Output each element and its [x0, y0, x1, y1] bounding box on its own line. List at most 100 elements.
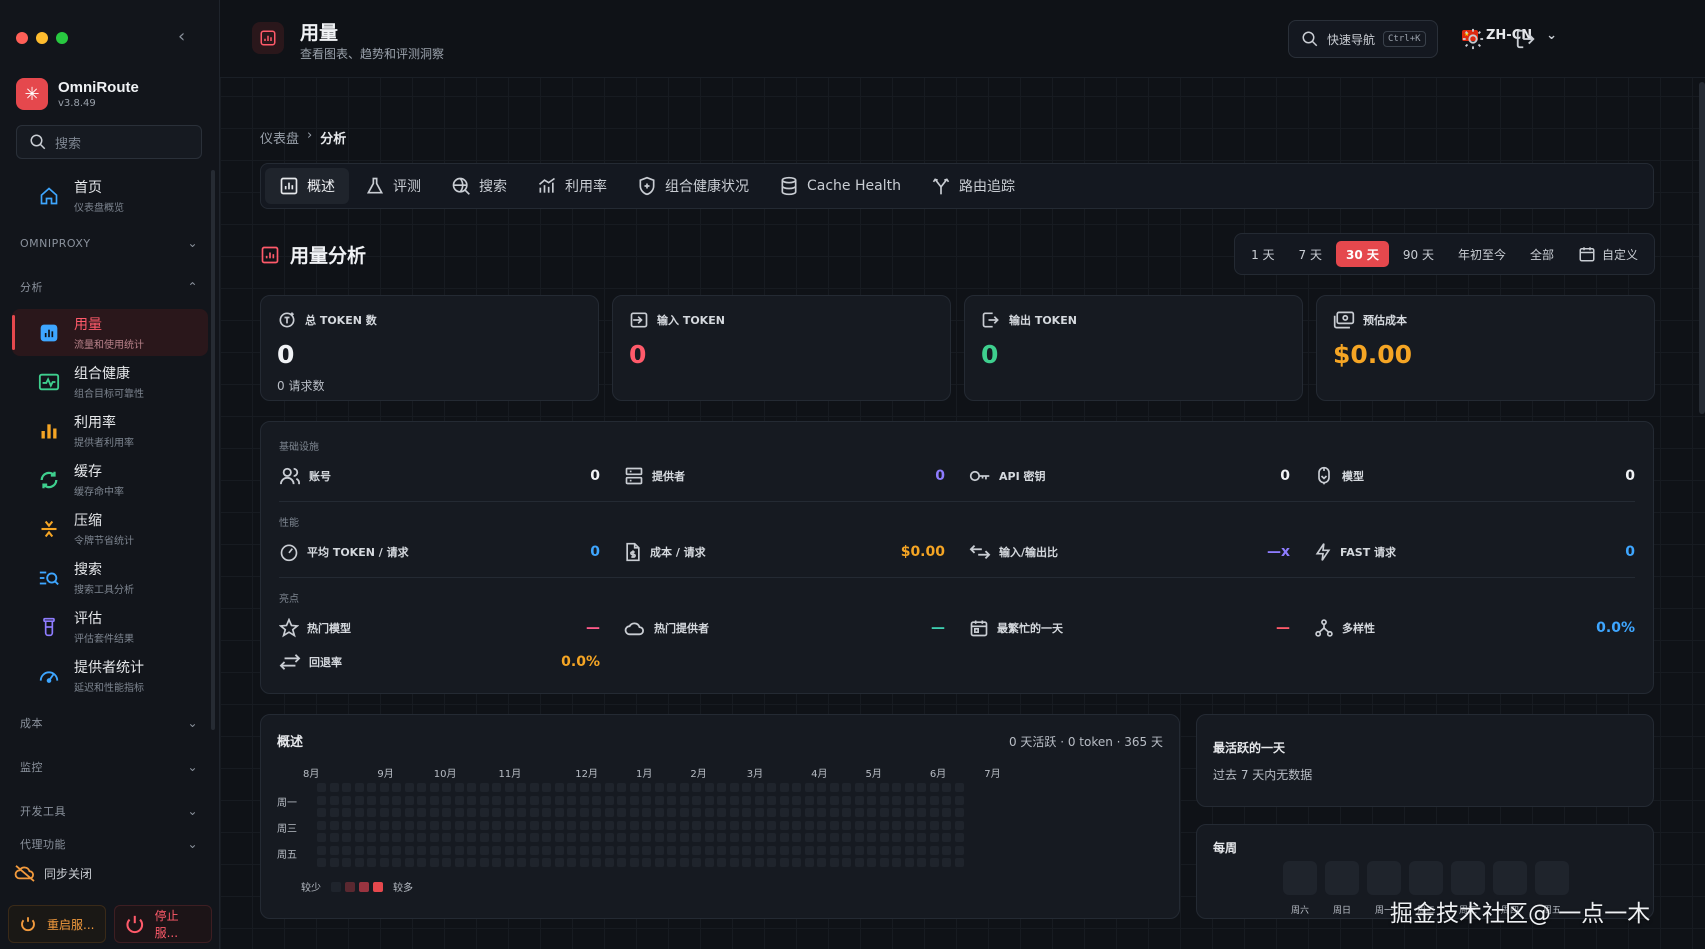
- heatmap-cell[interactable]: [904, 833, 914, 842]
- heatmap-cell[interactable]: [479, 833, 489, 842]
- heatmap-cell[interactable]: [892, 820, 901, 830]
- heatmap-cell[interactable]: [379, 845, 389, 855]
- heatmap-cell[interactable]: [529, 845, 539, 855]
- heatmap-cell[interactable]: [842, 845, 851, 855]
- heatmap-cell[interactable]: [579, 833, 589, 842]
- heatmap-cell[interactable]: [817, 808, 826, 817]
- heatmap-cell[interactable]: [879, 795, 889, 805]
- heatmap-cell[interactable]: [942, 820, 951, 830]
- heatmap-cell[interactable]: [542, 845, 551, 855]
- heatmap-cell[interactable]: [792, 795, 801, 805]
- heatmap-cell[interactable]: [354, 808, 364, 817]
- heatmap-cell[interactable]: [767, 820, 776, 830]
- heatmap-cell[interactable]: [354, 845, 364, 855]
- heatmap-cell[interactable]: [729, 808, 739, 817]
- heatmap-cell[interactable]: [642, 808, 651, 817]
- heatmap-cell[interactable]: [504, 808, 514, 817]
- heatmap-cell[interactable]: [454, 858, 464, 867]
- heatmap-cell[interactable]: [742, 845, 751, 855]
- heatmap-cell[interactable]: [529, 783, 539, 792]
- heatmap-cell[interactable]: [417, 858, 426, 867]
- heatmap-cell[interactable]: [342, 845, 351, 855]
- quick-nav-button[interactable]: 快速导航 Ctrl+K: [1288, 20, 1438, 58]
- heatmap-cell[interactable]: [542, 833, 551, 842]
- heatmap-cell[interactable]: [454, 808, 464, 817]
- heatmap-cell[interactable]: [742, 833, 751, 842]
- heatmap-cell[interactable]: [342, 808, 351, 817]
- heatmap-cell[interactable]: [917, 845, 926, 855]
- heatmap-cell[interactable]: [792, 845, 801, 855]
- heatmap-cell[interactable]: [479, 820, 489, 830]
- heatmap-cell[interactable]: [804, 795, 814, 805]
- sidebar-scrollbar[interactable]: [211, 170, 215, 730]
- heatmap-cell[interactable]: [679, 845, 689, 855]
- heatmap-cell[interactable]: [442, 833, 451, 842]
- heatmap-cell[interactable]: [754, 833, 764, 842]
- close-window-button[interactable]: [16, 32, 28, 44]
- heatmap-cell[interactable]: [717, 820, 726, 830]
- heatmap-cell[interactable]: [417, 808, 426, 817]
- heatmap-cell[interactable]: [317, 795, 326, 805]
- heatmap-cell[interactable]: [492, 820, 501, 830]
- heatmap-cell[interactable]: [704, 783, 714, 792]
- heatmap-cell[interactable]: [367, 845, 376, 855]
- heatmap-cell[interactable]: [692, 820, 701, 830]
- section-devtools[interactable]: 开发工具 ⌄: [0, 789, 220, 833]
- heatmap-cell[interactable]: [529, 858, 539, 867]
- heatmap-cell[interactable]: [542, 783, 551, 792]
- heatmap-cell[interactable]: [667, 808, 676, 817]
- range-custom-button[interactable]: 自定义: [1568, 241, 1648, 267]
- restart-server-button[interactable]: 重启服...: [8, 905, 106, 943]
- heatmap-cell[interactable]: [567, 858, 576, 867]
- heatmap-cell[interactable]: [892, 845, 901, 855]
- maximize-window-button[interactable]: [56, 32, 68, 44]
- heatmap-cell[interactable]: [542, 858, 551, 867]
- heatmap-cell[interactable]: [692, 795, 701, 805]
- heatmap-cell[interactable]: [579, 808, 589, 817]
- heatmap-cell[interactable]: [604, 808, 614, 817]
- heatmap-cell[interactable]: [567, 783, 576, 792]
- heatmap-cell[interactable]: [754, 820, 764, 830]
- heatmap-cell[interactable]: [904, 845, 914, 855]
- heatmap-cell[interactable]: [517, 858, 526, 867]
- heatmap-cell[interactable]: [754, 858, 764, 867]
- tab-search[interactable]: 搜索: [437, 168, 521, 204]
- heatmap-cell[interactable]: [929, 795, 939, 805]
- heatmap-cell[interactable]: [717, 833, 726, 842]
- heatmap-cell[interactable]: [879, 820, 889, 830]
- heatmap-cell[interactable]: [742, 858, 751, 867]
- heatmap-cell[interactable]: [492, 845, 501, 855]
- heatmap-cell[interactable]: [579, 858, 589, 867]
- heatmap-cell[interactable]: [379, 858, 389, 867]
- heatmap-cell[interactable]: [592, 783, 601, 792]
- heatmap-cell[interactable]: [354, 783, 364, 792]
- heatmap-cell[interactable]: [754, 808, 764, 817]
- heatmap-cell[interactable]: [329, 833, 339, 842]
- heatmap-cell[interactable]: [929, 858, 939, 867]
- heatmap-cell[interactable]: [779, 820, 789, 830]
- heatmap-cell[interactable]: [617, 845, 626, 855]
- heatmap-cell[interactable]: [629, 820, 639, 830]
- heatmap-cell[interactable]: [829, 858, 839, 867]
- heatmap-cell[interactable]: [617, 820, 626, 830]
- heatmap-cell[interactable]: [629, 783, 639, 792]
- heatmap-cell[interactable]: [592, 795, 601, 805]
- heatmap-cell[interactable]: [392, 808, 401, 817]
- heatmap-cell[interactable]: [542, 808, 551, 817]
- heatmap-cell[interactable]: [829, 833, 839, 842]
- heatmap-cell[interactable]: [567, 795, 576, 805]
- heatmap-cell[interactable]: [629, 833, 639, 842]
- heatmap-cell[interactable]: [392, 858, 401, 867]
- heatmap-cell[interactable]: [529, 795, 539, 805]
- sidebar-item-usage[interactable]: 用量 流量和使用统计: [12, 309, 208, 356]
- heatmap-cell[interactable]: [917, 808, 926, 817]
- heatmap-cell[interactable]: [604, 845, 614, 855]
- heatmap-cell[interactable]: [754, 845, 764, 855]
- heatmap-cell[interactable]: [654, 833, 664, 842]
- heatmap-cell[interactable]: [729, 833, 739, 842]
- heatmap-cell[interactable]: [954, 833, 964, 842]
- heatmap-cell[interactable]: [892, 858, 901, 867]
- heatmap-cell[interactable]: [367, 783, 376, 792]
- heatmap-cell[interactable]: [467, 820, 476, 830]
- heatmap-cell[interactable]: [442, 795, 451, 805]
